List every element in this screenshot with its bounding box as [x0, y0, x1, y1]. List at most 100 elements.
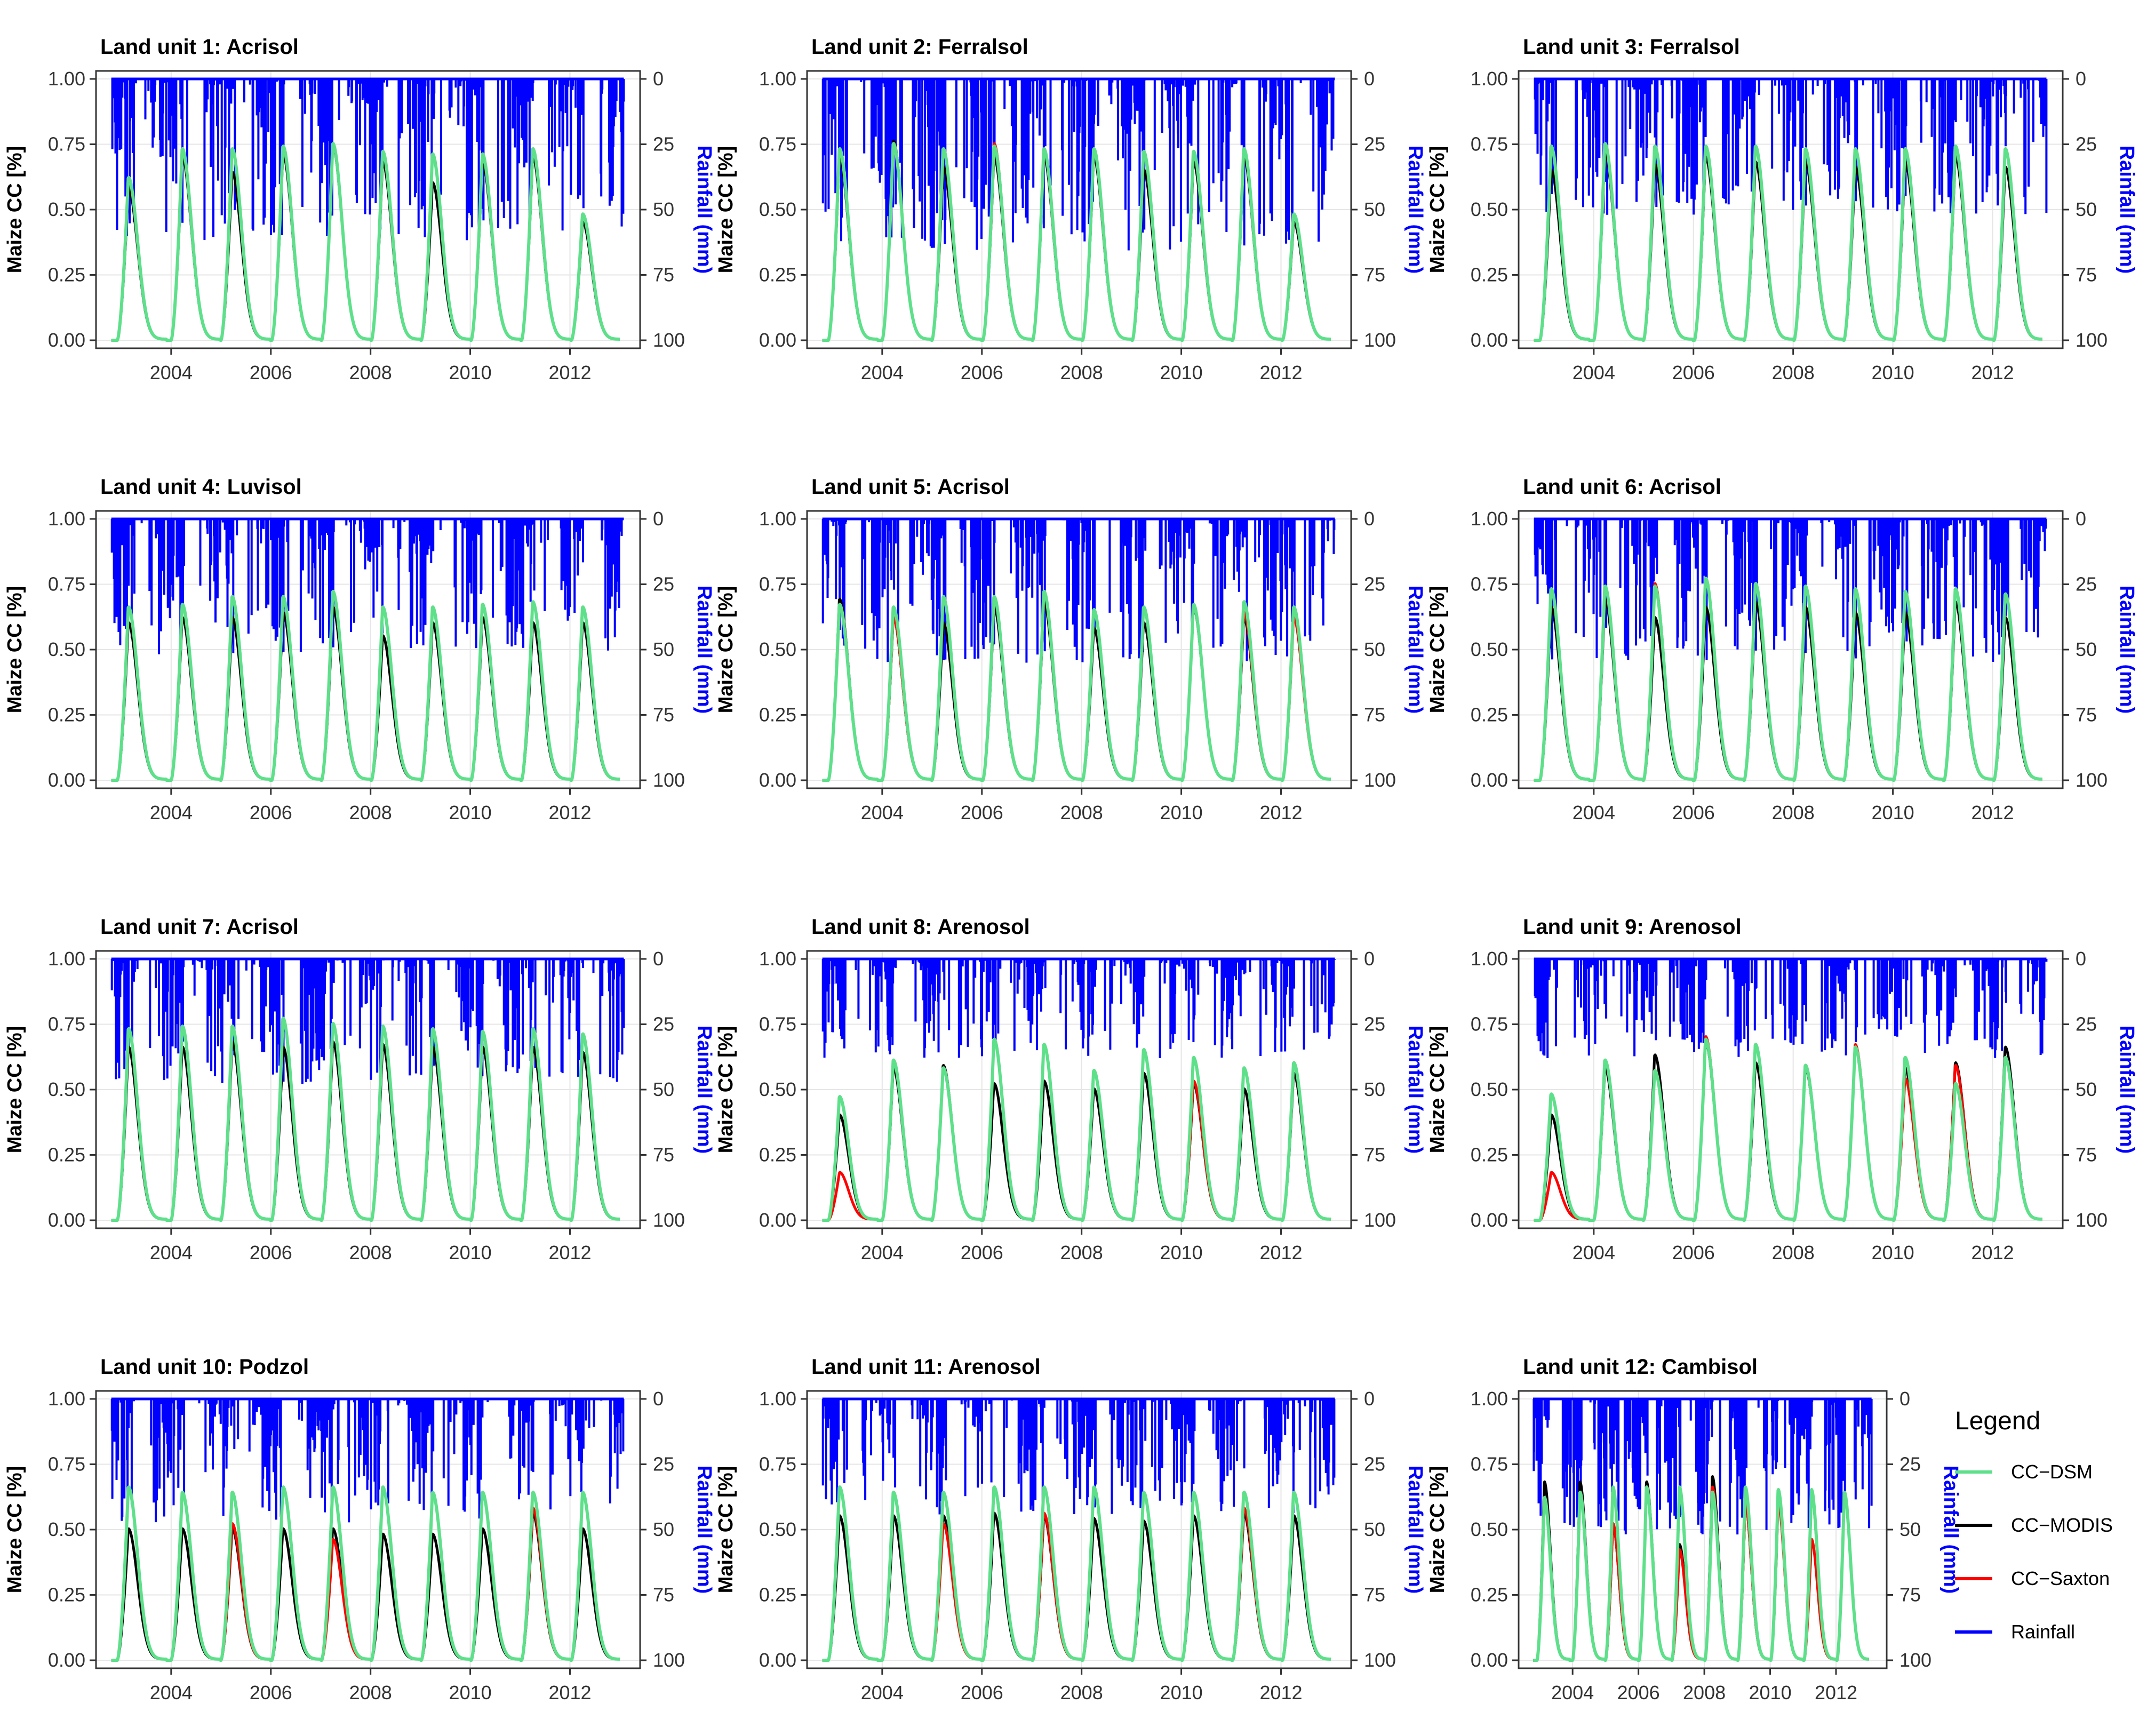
- panel-6: Land unit 6: Acrisol 0.00 0.25 0.50 0.75 1.00…: [1426, 475, 2138, 823]
- x-tick-label: 2004: [150, 1242, 193, 1263]
- x-tick-label: 2008: [1772, 362, 1815, 383]
- x-tick-label: 2012: [1815, 1682, 1857, 1703]
- x-tick-label: 2004: [1573, 802, 1615, 823]
- y2-axis-title: Rainfall (mm): [1404, 146, 1426, 274]
- panel-8: Land unit 8: Arenosol 0.00 0.25 0.50 0.75 1.0…: [715, 915, 1426, 1263]
- y-tick-label: 0.00: [759, 1209, 796, 1231]
- panel-title: Land unit 1: Acrisol: [100, 35, 299, 59]
- y-axis-title: Maize CC [%]: [1426, 1026, 1449, 1154]
- y-tick-label: 0.50: [759, 198, 796, 220]
- cc-dsm-line: [1533, 142, 2044, 342]
- rainfall-series: [1534, 79, 2048, 215]
- y-tick-label: 0.75: [48, 573, 85, 595]
- y-tick-label: 1.00: [759, 948, 796, 970]
- y2-tick-label: 100: [1364, 1209, 1396, 1231]
- y2-tick-label: 100: [2076, 1209, 2108, 1231]
- x-tick-label: 2008: [349, 1242, 392, 1263]
- y-tick-label: 0.00: [48, 769, 85, 791]
- y2-tick-label: 25: [2076, 1013, 2097, 1035]
- x-tick-label: 2004: [861, 362, 904, 383]
- y-tick-label: 1.00: [48, 948, 85, 970]
- y2-tick-label: 0: [1899, 1388, 1910, 1410]
- y-axis-title: Maize CC [%]: [1426, 146, 1449, 274]
- panel-title: Land unit 4: Luvisol: [100, 475, 302, 499]
- y2-tick-label: 0: [1364, 948, 1375, 970]
- panel-10: Land unit 10: Podzol 0.00 0.25 0.50 0.75 1.00…: [4, 1355, 715, 1703]
- x-tick-label: 2010: [1160, 1242, 1203, 1263]
- panel-title: Land unit 7: Acrisol: [100, 915, 299, 939]
- y2-axis-title: Rainfall (mm): [1404, 586, 1426, 714]
- panel-title: Land unit 10: Podzol: [100, 1355, 309, 1379]
- x-tick-label: 2010: [449, 1242, 492, 1263]
- y-axis-title: Maize CC [%]: [715, 1026, 737, 1154]
- x-tick-label: 2004: [150, 1682, 193, 1703]
- panel-5: Land unit 5: Acrisol 0.00 0.25 0.50 0.75 1.00…: [715, 475, 1426, 823]
- y-tick-label: 0.75: [1471, 1013, 1508, 1035]
- cc-dsm-line: [110, 589, 621, 782]
- y2-tick-label: 25: [1364, 573, 1385, 595]
- panel-title: Land unit 12: Cambisol: [1523, 1355, 1758, 1379]
- y2-tick-label: 50: [1364, 638, 1385, 660]
- x-tick-label: 2004: [861, 1682, 904, 1703]
- panel-11: Land unit 11: Arenosol 0.00 0.25 0.50 0.75 1.…: [715, 1355, 1426, 1703]
- x-tick-label: 2012: [1259, 802, 1302, 823]
- y2-tick-label: 75: [653, 1584, 674, 1606]
- y2-tick-label: 0: [1364, 508, 1375, 530]
- y-tick-label: 0.50: [48, 1518, 85, 1540]
- y-tick-label: 0.50: [1471, 198, 1508, 220]
- panel-3: Land unit 3: Ferralsol 0.00 0.25 0.50 0.75 1.…: [1426, 35, 2138, 383]
- y2-tick-label: 75: [1364, 704, 1385, 726]
- y-tick-label: 0.75: [759, 1013, 796, 1035]
- panel-4: Land unit 4: Luvisol 0.00 0.25 0.50 0.75 1.00…: [4, 475, 715, 823]
- rainfall-series: [821, 1399, 1336, 1515]
- y-tick-label: 0.25: [48, 1584, 85, 1606]
- y2-tick-label: 75: [1364, 264, 1385, 286]
- x-tick-label: 2010: [1872, 802, 1914, 823]
- y-tick-label: 0.50: [759, 638, 796, 660]
- x-tick-label: 2012: [548, 1242, 591, 1263]
- legend: Legend CC−DSM CC−MODIS CC−Saxton Rainfall: [1955, 1407, 2113, 1643]
- legend-label: CC−MODIS: [2011, 1514, 2113, 1536]
- x-tick-label: 2008: [349, 362, 392, 383]
- cc-dsm-line: [110, 1017, 621, 1222]
- y-axis-title: Maize CC [%]: [4, 586, 26, 714]
- rainfall-series: [111, 79, 625, 241]
- y2-axis-title: Rainfall (mm): [1404, 1026, 1426, 1154]
- x-tick-label: 2004: [1573, 362, 1615, 383]
- y2-tick-label: 100: [2076, 329, 2108, 351]
- y-tick-label: 0.00: [1471, 1209, 1508, 1231]
- y2-tick-label: 75: [1899, 1584, 1921, 1606]
- x-tick-label: 2008: [349, 1682, 392, 1703]
- rainfall-series: [110, 959, 625, 1084]
- panel-1: Land unit 1: Acrisol 0.00 0.25 0.50 0.75 1.00…: [4, 35, 715, 383]
- cc-dsm-line: [110, 142, 621, 342]
- y-axis-title: Maize CC [%]: [1426, 586, 1449, 714]
- panel-title: Land unit 3: Ferralsol: [1523, 35, 1740, 59]
- y2-tick-label: 50: [653, 638, 674, 660]
- x-tick-label: 2008: [1060, 802, 1103, 823]
- legend-title: Legend: [1955, 1407, 2040, 1435]
- y-tick-label: 0.75: [759, 133, 796, 155]
- y2-tick-label: 50: [2076, 1078, 2097, 1100]
- x-tick-label: 2006: [961, 362, 1003, 383]
- y-axis-title: Maize CC [%]: [715, 1466, 737, 1594]
- y2-axis-title: Rainfall (mm): [1940, 1466, 1962, 1594]
- y2-tick-label: 50: [653, 1078, 674, 1100]
- y-tick-label: 0.50: [1471, 1078, 1508, 1100]
- x-tick-label: 2010: [449, 362, 492, 383]
- x-tick-label: 2008: [1683, 1682, 1726, 1703]
- y-tick-label: 0.25: [48, 704, 85, 726]
- y2-tick-label: 75: [1364, 1144, 1385, 1166]
- y-tick-label: 0.25: [759, 704, 796, 726]
- y2-tick-label: 100: [653, 329, 685, 351]
- y2-tick-label: 25: [1364, 133, 1385, 155]
- y2-tick-label: 25: [653, 1453, 674, 1475]
- y-tick-label: 1.00: [1471, 508, 1508, 530]
- x-tick-label: 2008: [349, 802, 392, 823]
- y2-tick-label: 0: [2076, 948, 2086, 970]
- x-tick-label: 2006: [961, 1682, 1003, 1703]
- panel-7: Land unit 7: Acrisol 0.00 0.25 0.50 0.75 1.00…: [4, 915, 715, 1263]
- x-tick-label: 2010: [449, 802, 492, 823]
- x-tick-label: 2004: [150, 362, 193, 383]
